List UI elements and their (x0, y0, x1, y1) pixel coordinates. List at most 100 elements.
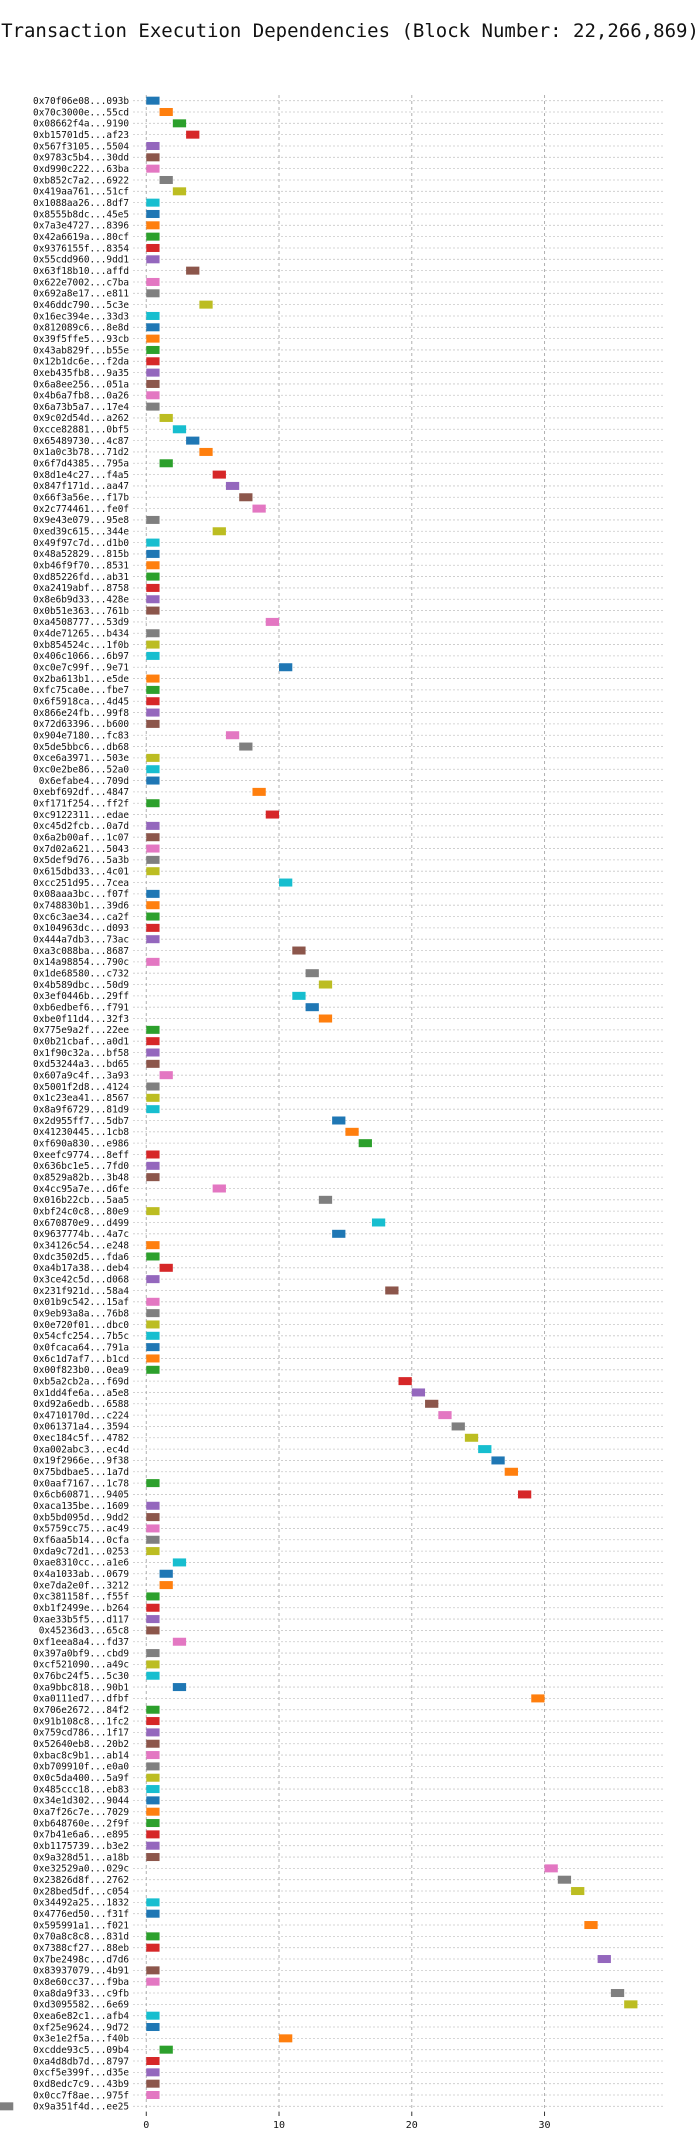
bar-0x0cc7f8ae...975f (146, 2091, 160, 2100)
bar-0xb5bd095d...9dd2 (146, 1513, 160, 1522)
bar-0x7d02a621...5043 (146, 844, 160, 853)
y-tick-label: 0x7be2498c...d7d6 (33, 1954, 129, 1965)
bar-0x91b108c8...1fc2 (146, 1717, 160, 1726)
y-tick-label: 0x70c3000e...55cd (33, 107, 129, 118)
bar-0x28bed5df...c054 (571, 1887, 585, 1896)
chart-title: Transaction Execution Dependencies (Bloc… (1, 20, 699, 42)
y-tick-label: 0x66f3a56e...f17b (33, 493, 129, 504)
bar-0x45236d3...65c8 (146, 1626, 160, 1635)
bar-0xf25e9624...9d72 (146, 2023, 160, 2032)
bar-0x595991a1...f021 (584, 1921, 598, 1930)
y-tick-label: 0xd3095582...6e69 (33, 2000, 129, 2011)
bar-0xea6e82c1...afb4 (146, 2011, 160, 2020)
bar-0x00f823b0...0ea9 (146, 1365, 160, 1374)
bar-0xae8310cc...a1e6 (172, 1558, 187, 1567)
bar-0xce6a3971...503e (146, 753, 160, 762)
bar-0x75bdbae5...1a7d (504, 1467, 518, 1476)
bar-0xb1f2499e...b264 (146, 1603, 160, 1612)
bar-0xebf692df...4847 (252, 787, 266, 796)
bar-0xc6c3ae34...ca2f (146, 912, 160, 921)
bar-0x52640eb8...20b2 (146, 1739, 160, 1748)
bar-0x622e7002...c7ba (146, 277, 160, 286)
bar-0x6cb60871...9405 (517, 1490, 532, 1499)
bar-0xa9bbc818...90b1 (172, 1683, 187, 1692)
bar-0x66f3a56e...f17b (239, 493, 253, 502)
y-tick-label: 0x55cdd960...9dd1 (33, 255, 129, 266)
y-tick-label: 0x7388cf27...88eb (33, 1943, 129, 1954)
y-tick-label: 0x0b21cbaf...a0d1 (33, 1036, 129, 1047)
bar-0xb6edbef6...f791 (305, 1003, 319, 1012)
bar-0x16ec394e...33d3 (146, 311, 160, 320)
y-tick-label: 0x6a73b5a7...17e4 (33, 402, 129, 413)
bar-0x9783c5b4...30dd (146, 153, 160, 162)
y-tick-label: 0xea6e82c1...afb4 (33, 2011, 129, 2022)
y-tick-label: 0x6f5918ca...4d45 (33, 697, 129, 708)
y-tick-label: 0x567f3105...5504 (33, 141, 129, 152)
gridlines (133, 95, 664, 2112)
bar-0x9637774b...4a7c (332, 1229, 346, 1238)
bar-0xd3095582...6e69 (624, 2000, 638, 2009)
bar-0xf1eea8a4...fd37 (172, 1637, 187, 1646)
y-tick-label: 0x49f97c7d...d1b0 (33, 538, 129, 549)
y-tick-label: 0x1088aa26...8df7 (33, 198, 129, 209)
bar-0xb5a2cb2a...f69d (398, 1377, 412, 1386)
y-tick-label: 0x1c23ea41...8567 (33, 1093, 129, 1104)
bar-0xbf24c0c8...80e9 (146, 1207, 160, 1216)
y-tick-label: 0x45236d3...65c8 (39, 1626, 130, 1637)
bar-0x14a98854...790c (146, 957, 160, 966)
bar-0x72d63396...b600 (146, 719, 160, 728)
bar-0x104963dc...d093 (146, 923, 160, 932)
bar-0x1f90c32a...bf58 (146, 1048, 160, 1057)
bar-0x759cd786...1f17 (146, 1728, 160, 1737)
bar-0x4de71265...b434 (146, 629, 160, 638)
y-tick-label: 0x91b108c8...1fc2 (33, 1716, 129, 1727)
y-tick-label: 0xf690a830...e986 (33, 1138, 129, 1149)
bar-0x0b51e363...761b (146, 606, 160, 615)
y-tick-label: 0x4710170d...c224 (33, 1410, 129, 1421)
bar-0xcf521090...a49c (146, 1660, 160, 1669)
bar-0xb1175739...b3e2 (146, 1841, 160, 1850)
y-tick-label: 0x6cb60871...9405 (33, 1490, 129, 1501)
y-tick-label: 0x595991a1...f021 (33, 1920, 129, 1931)
y-tick-label: 0xcdde93c5...09b4 (33, 2045, 129, 2056)
y-tick-label: 0x419aa761...51cf (33, 187, 129, 198)
y-tick-label: 0x5de5bbc6...db68 (33, 742, 129, 753)
y-tick-label: 0x5def9d76...5a3b (33, 855, 129, 866)
y-tick-label: 0xda9c72d1...0253 (33, 1546, 129, 1557)
y-tick-label: 0x08662f4a...9190 (33, 119, 129, 130)
y-tick-label: 0x397a0bf9...cbd9 (33, 1648, 129, 1659)
bar-0xd990c222...63ba (146, 164, 160, 173)
y-tick-label: 0x670870e9...d499 (33, 1218, 129, 1229)
y-tick-label: 0xae8310cc...a1e6 (33, 1558, 129, 1569)
bar-0xdc3502d5...fda6 (146, 1252, 160, 1261)
bar-0x7388cf27...88eb (146, 1943, 160, 1952)
bar-0x55cdd960...9dd1 (146, 255, 160, 264)
y-tick-label: 0x1de68580...c732 (33, 968, 129, 979)
bar-0x9e43e079...95e8 (146, 515, 160, 524)
bar-0x19f2966e...9f38 (491, 1456, 505, 1465)
y-tick-label: 0xd85226fd...ab31 (33, 572, 129, 583)
bar-0x567f3105...5504 (146, 141, 160, 150)
bar-0x6f5918ca...4d45 (146, 697, 160, 706)
bar-0xcf5e399f...d35e (146, 2068, 160, 2077)
bar-0xd53244a3...bd65 (146, 1059, 160, 1068)
bar-0x63f18b10...affd (186, 266, 200, 275)
y-tick-label: 0x08aaa3bc...f07f (33, 889, 129, 900)
bar-0x83937079...4b91 (146, 1966, 160, 1975)
bar-0x670870e9...d499 (371, 1218, 386, 1227)
bar-0x4a1033ab...0679 (159, 1569, 173, 1578)
y-tick-label: 0x8555b8dc...45e5 (33, 209, 129, 220)
y-tick-label: 0x8529a82b...3b48 (33, 1172, 129, 1183)
bar-0xc9122311...edae (265, 810, 280, 819)
bar-0xeb435fb8...9a35 (146, 368, 160, 377)
y-tick-label: 0xbf24c0c8...80e9 (33, 1206, 129, 1217)
y-tick-label: 0xa2419abf...8758 (33, 583, 129, 594)
y-tick-label: 0xd990c222...63ba (33, 164, 129, 175)
bar-0x76bc24f5...5c30 (146, 1671, 160, 1680)
y-tick-label: 0x622e7002...c7ba (33, 277, 129, 288)
bar-0xa0111ed7...dfbf (531, 1694, 545, 1703)
y-tick-label: 0x9c02d54d...a262 (33, 413, 129, 424)
bar-0xd8edc7c9...43b9 (146, 2079, 160, 2088)
bar-0xe32529a0...029c (544, 1864, 558, 1873)
y-tick-labels: 0x70f06e08...093b0x70c3000e...55cd0x0866… (33, 96, 129, 2113)
